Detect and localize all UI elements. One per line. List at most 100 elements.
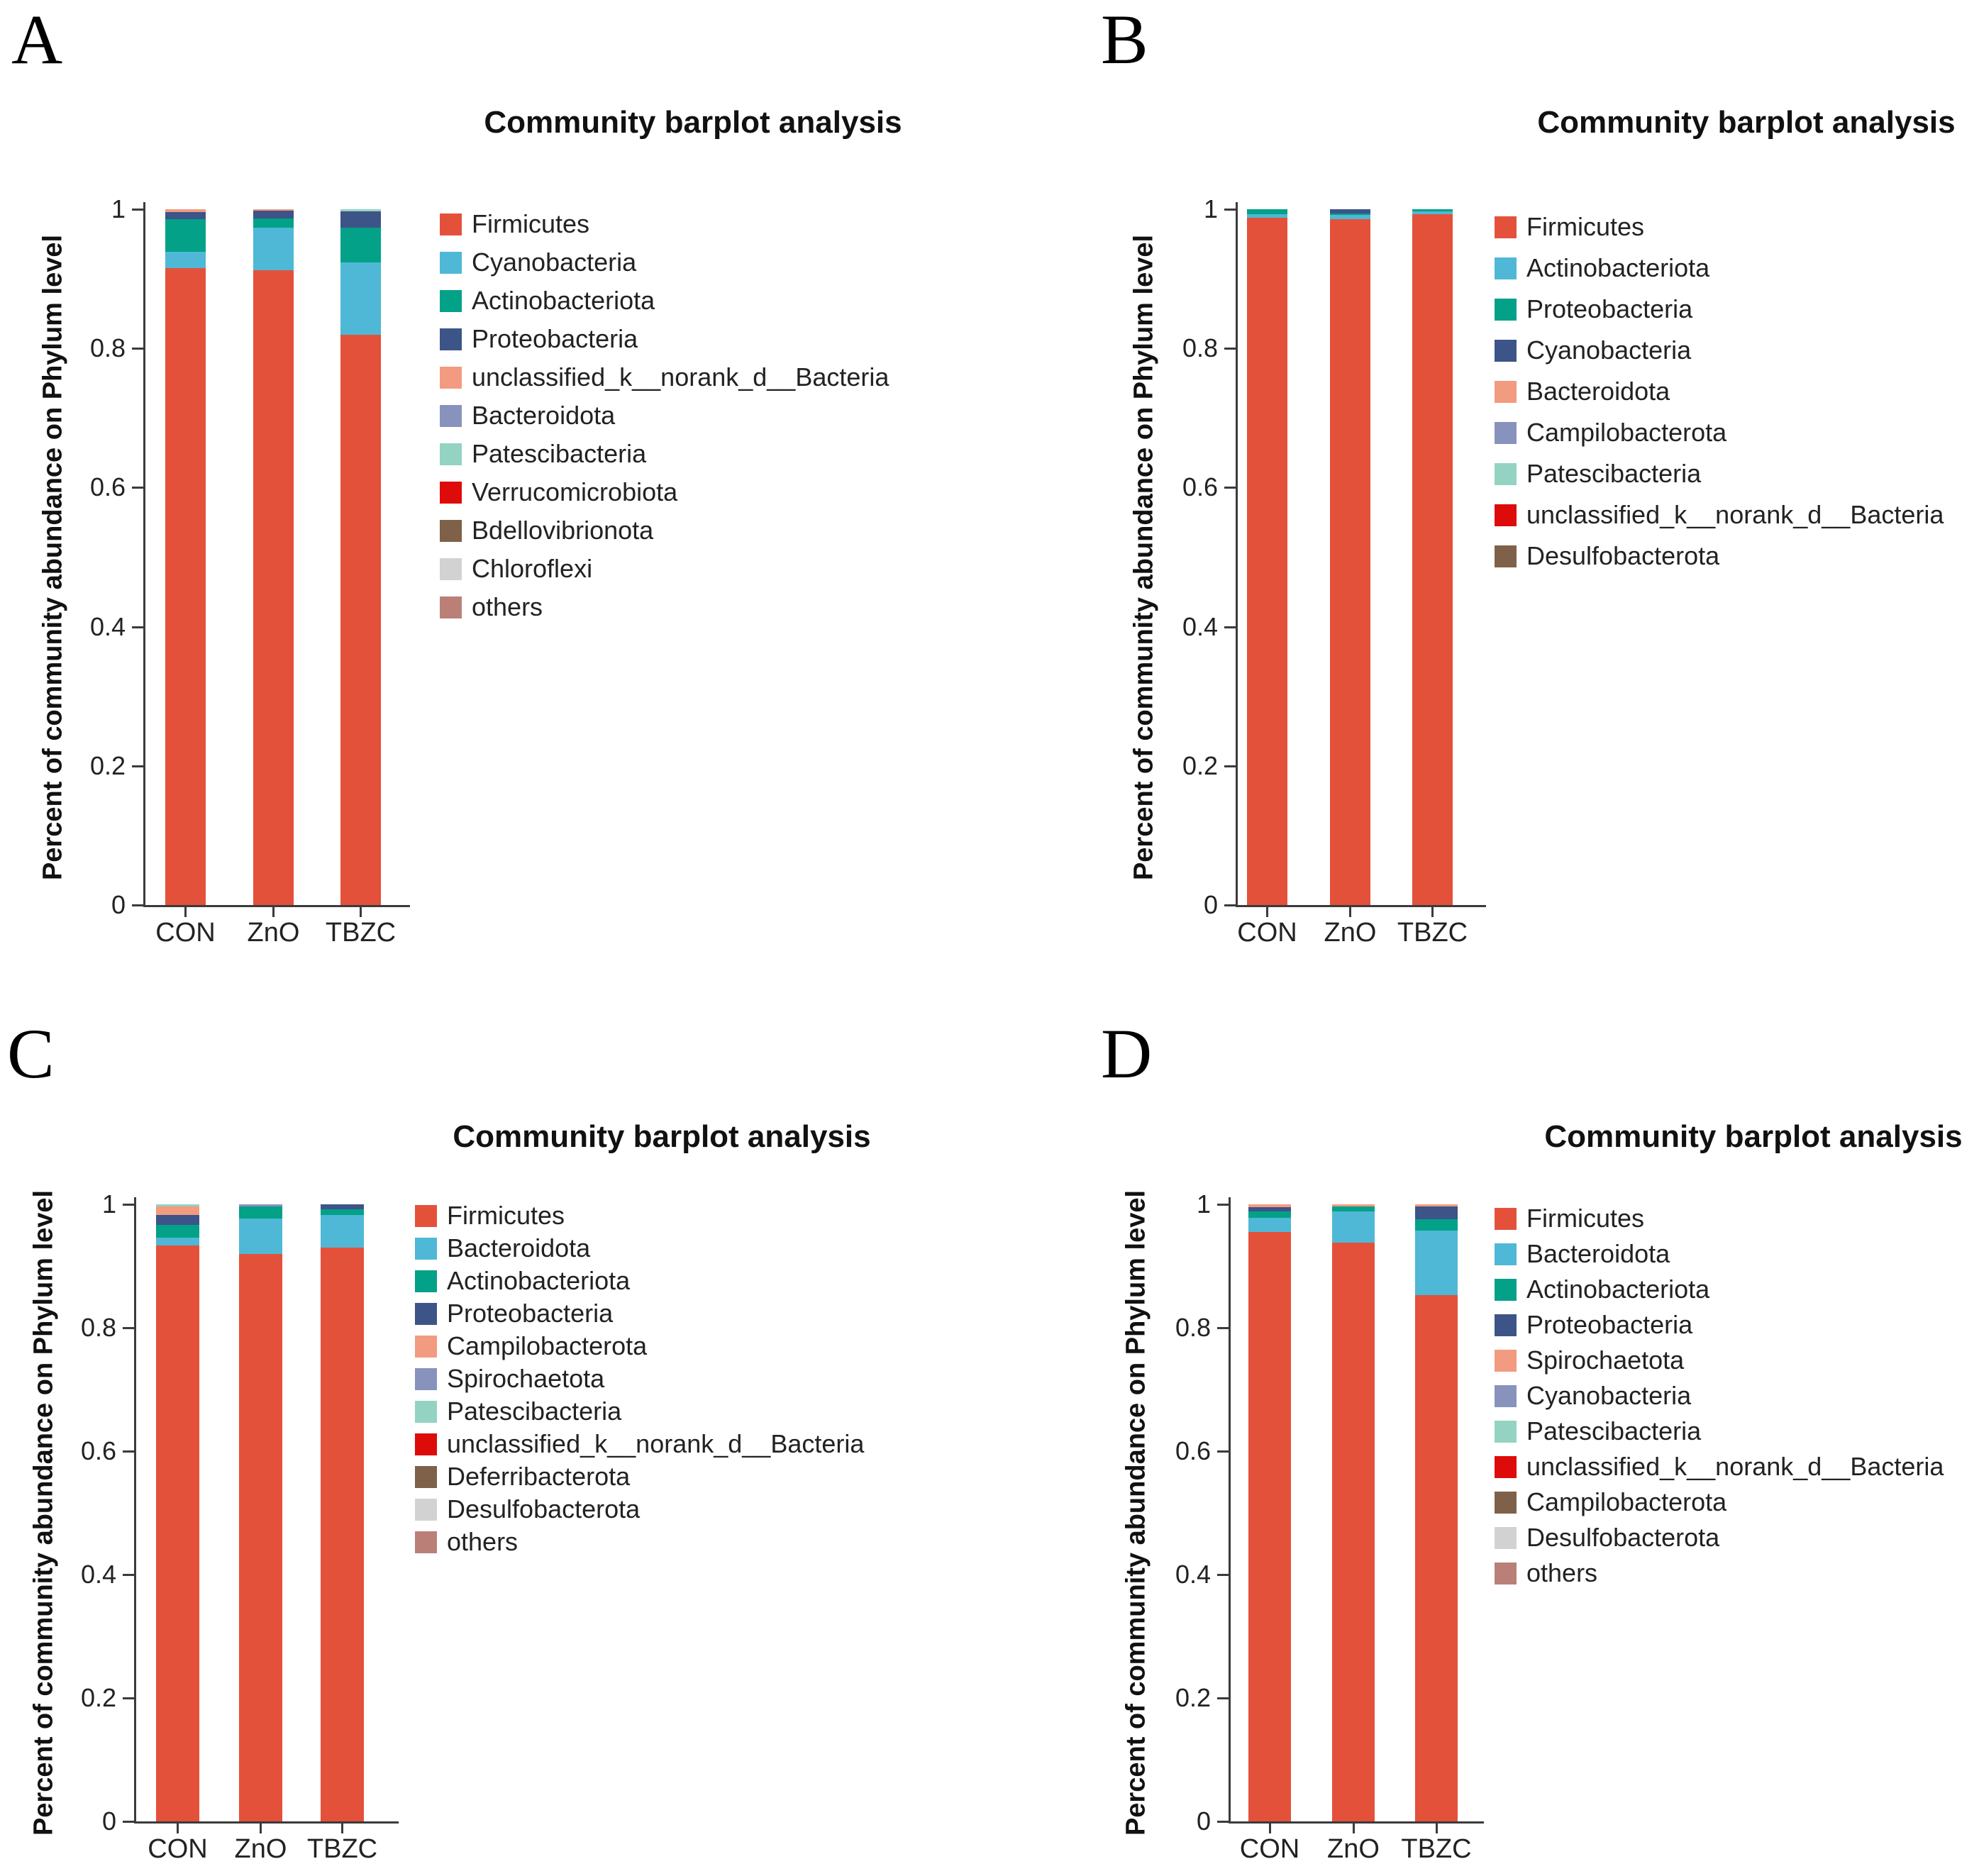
y-tick-label: 0.2 [1175,1683,1211,1712]
legend-label: unclassified_k__norank_d__Bacteria [1526,1452,1944,1481]
legend-item: Campilobacterota [415,1332,647,1360]
y-tick-label: 0.2 [89,750,126,780]
bar-segment [321,1209,364,1215]
legend-label: Bdellovibrionota [472,516,654,545]
legend-item: Bacteroidota [415,1234,590,1262]
y-tick-label: 0 [101,1806,116,1836]
legend-swatch [1495,1207,1517,1230]
legend-label: Campilobacterota [1526,418,1727,447]
legend-item: unclassified_k__norank_d__Bacteria [415,1430,864,1458]
panel-letter-label: C [7,1014,55,1093]
legend-item: unclassified_k__norank_d__Bacteria [440,363,889,392]
legend-label: others [1526,1558,1598,1587]
bar-segment [1415,1204,1458,1207]
legend-swatch [1495,339,1517,362]
y-tick [123,1821,134,1823]
bar-segment [1247,213,1287,218]
legend-item: Patescibacteria [1495,460,1701,488]
bar-segment [253,209,294,211]
legend-label: Desulfobacterota [447,1494,641,1523]
y-tick [132,209,143,211]
bar-segment [165,209,206,212]
bar-segment [1248,1211,1291,1219]
bar-segment [156,1204,199,1207]
legend-label: Spirochaetota [447,1364,605,1393]
legend-label: Actinobacteriota [1526,253,1710,282]
legend-item: Desulfobacterota [1495,1523,1719,1552]
x-tick-label: CON [148,1834,208,1864]
x-tick-label: CON [1237,918,1297,948]
legend-swatch [1495,462,1517,485]
legend-item: Proteobacteria [440,325,638,353]
x-tick [1352,1824,1355,1833]
legend-label: Actinobacteriota [447,1266,631,1295]
legend-item: Chloroflexi [440,555,592,583]
bar-segment [1415,1219,1458,1231]
legend-swatch [415,1204,437,1227]
legend-item: Cyanobacteria [1495,1382,1691,1410]
x-tick [1349,907,1351,917]
legend-swatch [1495,1243,1517,1265]
legend-item: Bdellovibrionota [440,516,653,545]
legend-swatch [440,519,462,542]
legend-item: Cyanobacteria [1495,336,1691,365]
y-axis-label: Percent of community abundance on Phylum… [1121,1189,1151,1836]
legend-label: Firmicutes [1526,1204,1645,1233]
x-tick [177,1824,179,1833]
legend-item: Proteobacteria [1495,295,1692,323]
legend-item: Actinobacteriota [415,1267,630,1295]
legend-label: Bacteroidota [447,1233,591,1262]
legend-item: Patescibacteria [415,1397,621,1426]
y-tick-label: 0.8 [1182,333,1218,363]
legend-swatch [440,481,462,504]
legend-item: Proteobacteria [1495,1311,1692,1339]
legend-item: Campilobacterota [1495,1488,1726,1516]
x-tick [341,1824,343,1833]
legend-label: Firmicutes [447,1201,565,1230]
y-tick [1224,209,1236,211]
bar-segment [1415,1231,1458,1295]
y-tick-label: 1 [101,1189,116,1219]
legend-label: Cyanobacteria [1526,1381,1692,1410]
bar-segment [239,1219,282,1254]
y-tick-label: 0.6 [1182,472,1218,502]
legend-label: unclassified_k__norank_d__Bacteria [472,362,889,392]
bar-segment [1332,1242,1375,1821]
y-axis [1229,1197,1231,1824]
legend-item: unclassified_k__norank_d__Bacteria [1495,501,1944,529]
y-tick-label: 0.2 [80,1683,116,1712]
legend-label: Firmicutes [472,209,590,238]
bar-segment [321,1247,364,1821]
legend-swatch [415,1302,437,1325]
legend-swatch [1495,216,1517,238]
legend-item: others [1495,1559,1597,1587]
bar-segment [1248,1204,1291,1208]
x-tick-label: TBZC [1401,1834,1472,1864]
legend-swatch [1495,257,1517,279]
legend-label: unclassified_k__norank_d__Bacteria [447,1429,865,1458]
bar-segment [1330,209,1370,213]
bar-segment [165,218,206,252]
x-tick-label: ZnO [247,918,300,948]
legend-swatch [1495,1526,1517,1549]
legend-label: Proteobacteria [472,324,638,353]
x-axis [1236,905,1486,907]
bar-segment [1412,213,1453,905]
x-tick [1266,907,1268,917]
bar-segment [1412,211,1453,214]
y-tick-label: 0.6 [80,1436,116,1465]
y-tick [132,904,143,906]
legend-swatch [415,1400,437,1423]
legend-label: Bacteroidota [472,401,616,430]
y-tick [123,1697,134,1699]
legend-swatch [440,404,462,427]
legend-item: Actinobacteriota [1495,254,1709,282]
legend-label: Actinobacteriota [1526,1275,1710,1304]
panel-letter-label: D [1101,1014,1153,1093]
bar-segment [1332,1204,1375,1207]
legend-item: Deferribacterota [415,1462,630,1491]
legend-swatch [415,1465,437,1488]
y-tick [1224,626,1236,628]
legend-label: Proteobacteria [1526,294,1693,323]
legend-item: others [415,1528,518,1556]
